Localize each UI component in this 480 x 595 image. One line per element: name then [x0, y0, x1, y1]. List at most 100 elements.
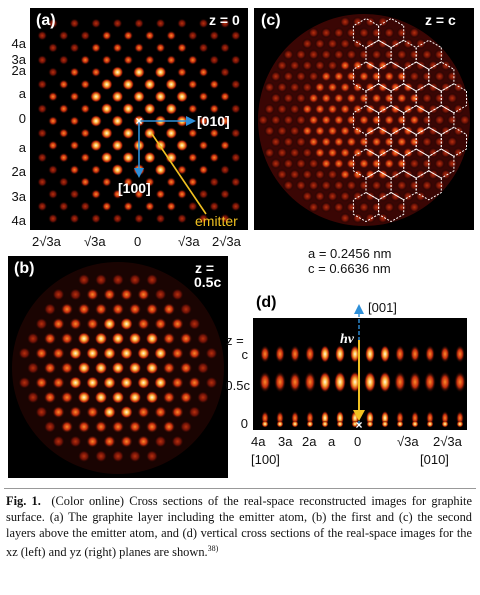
atom-spot — [408, 136, 420, 148]
atom-spot — [94, 361, 108, 375]
atom-spot — [155, 189, 166, 200]
atom-spot — [408, 158, 420, 170]
atom-spot — [396, 158, 408, 170]
atom-spot — [91, 189, 101, 200]
atom-spot — [90, 115, 102, 127]
panel-b-atom-map — [12, 262, 224, 474]
atom-spot — [37, 201, 48, 212]
atom-spot — [69, 18, 80, 29]
atom-spot — [339, 16, 351, 28]
atom-spot — [198, 18, 209, 29]
panel-a-ytick: 2a — [11, 63, 26, 78]
atom-spot — [37, 177, 48, 187]
atom-spot — [320, 179, 332, 191]
atom-spot — [187, 201, 198, 212]
atom-spot — [396, 114, 408, 126]
atom-spot — [408, 179, 420, 191]
atom-spot — [371, 114, 383, 126]
atom-spot — [101, 30, 112, 41]
atom-spot — [177, 42, 187, 53]
atom-spot — [154, 346, 167, 360]
atom-spot — [137, 435, 150, 448]
atom-spot — [77, 390, 91, 404]
atom-spot — [220, 67, 230, 78]
atom-spot — [345, 179, 357, 191]
panel-a-xtick: √3a — [84, 234, 106, 249]
cross-section-spot — [424, 371, 436, 393]
atom-spot — [327, 147, 338, 159]
atom-spot — [282, 70, 294, 82]
atom-spot — [166, 55, 177, 65]
atom-spot — [187, 152, 198, 163]
atom-spot — [37, 152, 48, 163]
atom-spot — [196, 332, 210, 346]
caption-text: (Color online) Cross sections of the rea… — [6, 494, 472, 560]
atom-spot — [94, 420, 108, 434]
panel-a-xtick: 2√3a — [32, 234, 61, 249]
honeycomb-cell — [428, 104, 455, 136]
atom-spot — [176, 90, 188, 103]
cross-section-spot — [334, 371, 346, 393]
atom-spot — [209, 201, 220, 212]
atom-spot — [282, 158, 294, 170]
atom-spot — [220, 18, 230, 29]
atom-spot — [390, 169, 401, 180]
atom-spot — [91, 164, 101, 175]
atom-spot — [145, 273, 159, 287]
panel-d-xtick: 3a — [278, 434, 293, 449]
atom-spot — [187, 30, 198, 41]
atom-spot — [137, 288, 150, 301]
atom-spot — [453, 125, 464, 137]
panel-d-label: (d) — [256, 294, 277, 311]
atom-spot — [48, 213, 58, 224]
atom-spot — [58, 152, 69, 163]
atom-spot — [120, 346, 133, 360]
atom-spot — [421, 70, 433, 82]
atom-spot — [345, 136, 357, 148]
atom-spot — [91, 213, 101, 224]
atom-spot — [282, 179, 294, 191]
atom-spot — [144, 201, 155, 212]
atom-spot — [120, 376, 133, 390]
atom-spot — [446, 158, 458, 170]
atom-spot — [69, 288, 82, 301]
atom-spot — [383, 49, 395, 61]
atom-spot — [301, 125, 313, 137]
atom-spot — [100, 151, 113, 164]
atom-spot — [171, 346, 184, 360]
constant-a: a = 0.2456 nm — [308, 246, 392, 261]
atom-spot — [37, 103, 48, 114]
atom-spot — [270, 114, 282, 126]
atom-spot — [396, 92, 408, 104]
atom-spot — [77, 302, 91, 316]
atom-spot — [364, 16, 376, 28]
panel-a-image — [30, 8, 248, 230]
atom-spot — [177, 189, 187, 200]
atom-spot — [345, 114, 357, 126]
atom-spot — [314, 125, 326, 137]
atom-spot — [187, 55, 198, 65]
atom-spot — [198, 140, 209, 151]
atom-spot — [162, 332, 176, 346]
cross-section-spot — [260, 345, 270, 363]
atom-spot — [289, 147, 301, 159]
panel-d-ytick: 0.5c — [225, 378, 250, 393]
atom-spot — [264, 81, 275, 93]
honeycomb-cell — [428, 148, 455, 179]
atom-spot — [80, 201, 91, 212]
atom-spot — [320, 158, 332, 170]
atom-spot — [171, 288, 184, 301]
atom-spot — [94, 390, 108, 404]
cross-section-spot — [440, 345, 450, 363]
atom-spot — [314, 38, 326, 50]
atom-spot — [171, 405, 184, 419]
atom-spot — [128, 332, 142, 346]
atom-spot — [69, 116, 80, 126]
panel-d-cross-section — [259, 345, 466, 428]
atom-spot — [308, 114, 320, 126]
atom-spot — [120, 288, 133, 301]
atom-spot — [415, 60, 427, 71]
atom-spot — [333, 114, 345, 126]
atom-spot — [188, 376, 201, 390]
atom-spot — [446, 92, 458, 104]
